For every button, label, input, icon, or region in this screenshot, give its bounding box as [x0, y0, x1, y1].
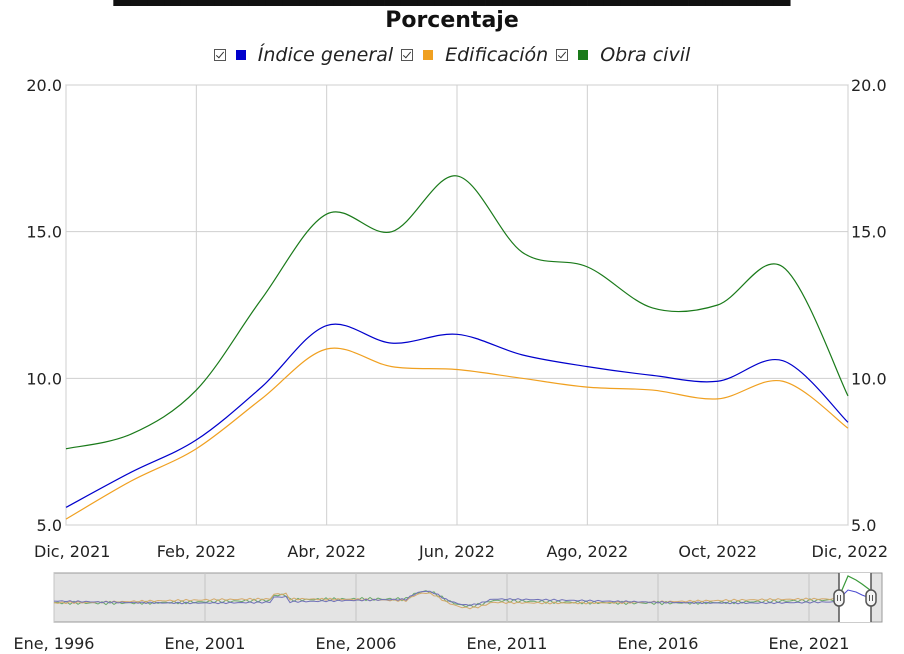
- y-tick-label-left: 10.0: [26, 369, 62, 388]
- legend-item-obra-civil[interactable]: Obra civil: [556, 44, 690, 66]
- y-tick-label-left: 20.0: [26, 76, 62, 95]
- x-tick-label: Dic, 2022: [812, 542, 888, 561]
- navigator-line-indice-general: [53, 590, 835, 607]
- y-tick-label-right: 15.0: [851, 223, 887, 242]
- chart-title-line1: ████████████████████████████████████████: [0, 0, 904, 6]
- legend-label: Edificación: [445, 44, 549, 66]
- y-tick-label-right: 20.0: [851, 76, 887, 95]
- series-line-edificacion: [65, 347, 849, 520]
- legend-item-edificacion[interactable]: Edificación: [401, 44, 548, 66]
- x-tick-label: Abr, 2022: [287, 542, 366, 561]
- x-tick-label: Oct, 2022: [678, 542, 757, 561]
- x-tick-label: Dic, 2021: [34, 542, 110, 561]
- legend-item-indice-general[interactable]: Índice general: [213, 44, 394, 66]
- navigator-tick-label: Ene, 1996: [14, 634, 95, 653]
- navigator-handle-left[interactable]: [833, 589, 845, 607]
- chart-legend: Índice general Edificación Obra civil: [0, 44, 904, 66]
- navigator-handle-right[interactable]: [865, 589, 877, 607]
- legend-label: Índice general: [257, 44, 394, 66]
- checkbox-icon[interactable]: [401, 49, 414, 61]
- y-tick-label-left: 15.0: [26, 223, 62, 242]
- series-line-indice-general: [65, 323, 849, 508]
- x-tick-label: Jun, 2022: [418, 542, 495, 561]
- navigator-background: [53, 572, 883, 623]
- y-tick-label-right: 10.0: [851, 369, 887, 388]
- legend-label: Obra civil: [600, 44, 691, 66]
- navigator-tick-label: Ene, 2001: [165, 634, 246, 653]
- navigator-tick-label: Ene, 2011: [467, 634, 548, 653]
- navigator-tick-label: Ene, 2006: [316, 634, 397, 653]
- legend-swatch: [235, 50, 246, 60]
- legend-swatch: [578, 50, 589, 60]
- y-tick-label-left: 5.0: [37, 516, 62, 535]
- chart-title-clipped: ████████████████████████████████████████: [0, 0, 904, 6]
- legend-swatch: [423, 50, 434, 60]
- y-tick-label-right: 5.0: [851, 516, 876, 535]
- checkbox-icon[interactable]: [213, 49, 226, 61]
- checkbox-icon[interactable]: [556, 49, 569, 61]
- navigator-tick-label: Ene, 2016: [618, 634, 699, 653]
- x-tick-label: Ago, 2022: [546, 542, 628, 561]
- series-line-obra-civil: [65, 175, 849, 450]
- x-tick-label: Feb, 2022: [157, 542, 236, 561]
- navigator-line-edificacion: [53, 592, 835, 610]
- chart-title: Porcentaje: [385, 8, 519, 33]
- navigator-tick-label: Ene, 2021: [769, 634, 850, 653]
